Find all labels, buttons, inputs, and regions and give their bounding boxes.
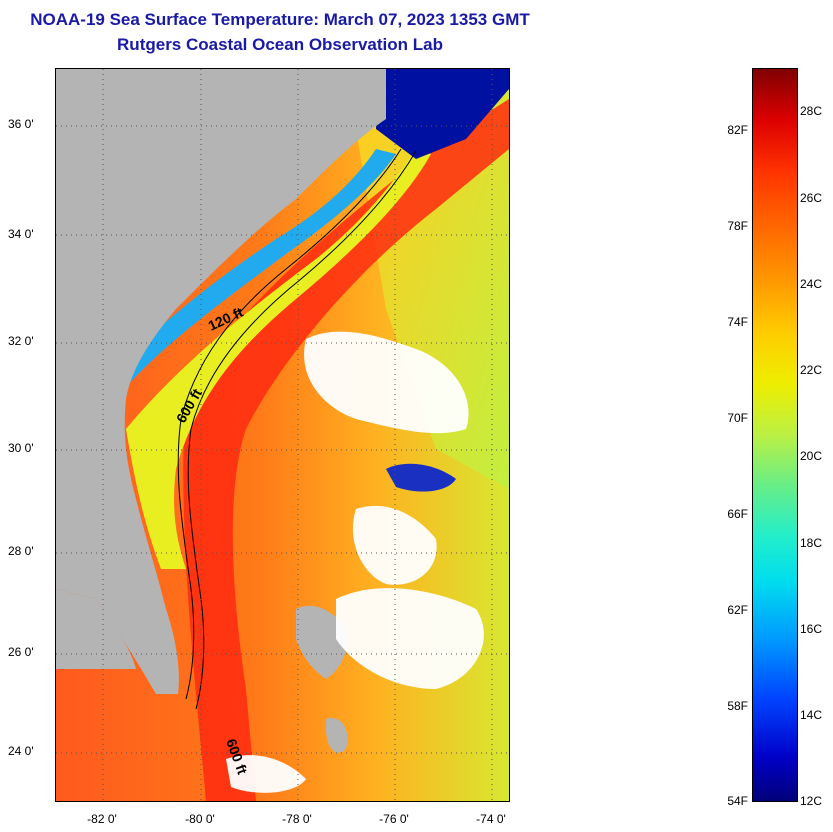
colorbar-fahrenheit-label: 82F [727,123,748,137]
longitude-label: -74 0' [476,812,506,826]
cold-eddy [386,463,456,492]
colorbar-celsius-label: 26C [800,191,823,205]
temperature-colorbar [752,68,798,802]
shelf-water [126,149,431,569]
graticule [56,69,509,801]
latitude-label: 26 0' [8,645,34,659]
cloud-cover [336,588,484,689]
map-subtitle: Rutgers Coastal Ocean Observation Lab [117,35,443,54]
land-mass [56,69,386,694]
latitude-label: 24 0' [8,744,34,758]
sst-map: 120 ft 600 ft 600 ft [55,68,510,802]
sst-map-canvas: 120 ft 600 ft 600 ft [56,69,509,801]
colorbar-celsius-label: 18C [800,536,823,550]
latitude-label: 36 0' [8,117,34,131]
latitude-label: 30 0' [8,441,34,455]
colorbar-fahrenheit-label: 74F [727,315,748,329]
longitude-label: -80 0' [185,812,215,826]
cold-northeast-water [376,69,509,159]
colorbar-fahrenheit-label: 62F [727,603,748,617]
cloud-cover [304,331,469,434]
cloud-cover [352,505,437,585]
map-title: NOAA-19 Sea Surface Temperature: March 0… [30,10,530,29]
colorbar-celsius-label: 20C [800,449,823,463]
latitude-label: 28 0' [8,544,34,558]
colorbar-celsius-label: 24C [800,277,823,291]
colorbar-celsius-label: 16C [800,622,823,636]
colorbar-fahrenheit-label: 78F [727,219,748,233]
cold-coastal-water [116,149,396,399]
bahamas-island [325,718,348,753]
longitude-label: -76 0' [379,812,409,826]
latitude-label: 34 0' [8,227,34,241]
colorbar-celsius-label: 28C [800,104,823,118]
longitude-label: -82 0' [87,812,117,826]
colorbar-fahrenheit-label: 70F [727,411,748,425]
colorbar-fahrenheit-label: 58F [727,699,748,713]
colorbar-fahrenheit-label: 54F [727,794,748,808]
colorbar-celsius-label: 12C [800,794,823,808]
contour-600ft [187,150,417,710]
longitude-label: -78 0' [282,812,312,826]
cloud-cover [226,755,306,793]
florida-peninsula [56,589,136,669]
bahamas-island [296,605,348,679]
colorbar-celsius-label: 22C [800,363,823,377]
colorbar-celsius-label: 14C [800,708,823,722]
colorbar-fahrenheit-label: 66F [727,507,748,521]
contour-120ft [177,148,402,700]
latitude-label: 32 0' [8,334,34,348]
